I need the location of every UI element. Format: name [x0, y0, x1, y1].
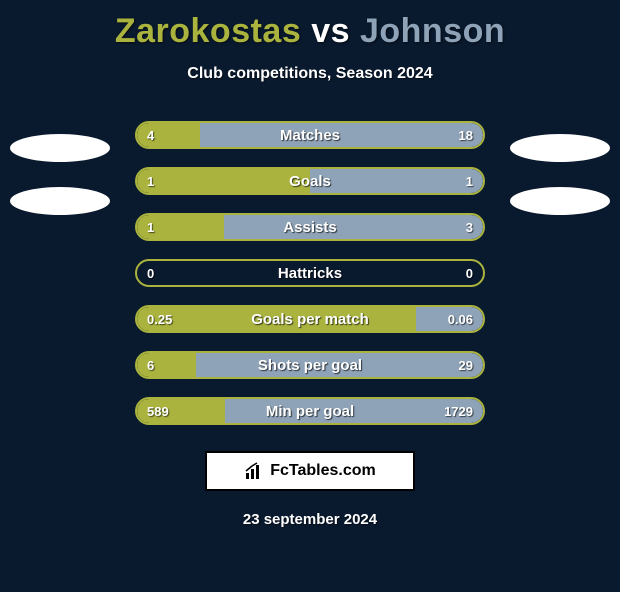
stat-label: Shots per goal [137, 357, 483, 374]
player2-name: Johnson [360, 12, 505, 50]
brand-box: FcTables.com [205, 451, 415, 491]
stat-row: 5891729Min per goal [135, 397, 485, 425]
stat-label: Goals per match [137, 311, 483, 328]
date-label: 23 september 2024 [0, 511, 620, 528]
chart-icon [244, 461, 264, 481]
stat-label: Goals [137, 173, 483, 190]
brand-text: FcTables.com [270, 462, 376, 480]
decorative-oval [510, 134, 610, 162]
stat-label: Min per goal [137, 403, 483, 420]
stat-row: 629Shots per goal [135, 351, 485, 379]
stat-label: Hattricks [137, 265, 483, 282]
stat-label: Matches [137, 127, 483, 144]
player1-name: Zarokostas [115, 12, 301, 50]
decorative-oval [10, 187, 110, 215]
stat-label: Assists [137, 219, 483, 236]
comparison-title: Zarokostas vs Johnson [0, 12, 620, 51]
decorative-oval [510, 187, 610, 215]
stat-row: 13Assists [135, 213, 485, 241]
stat-row: 0.250.06Goals per match [135, 305, 485, 333]
subtitle: Club competitions, Season 2024 [0, 65, 620, 83]
stat-row: 418Matches [135, 121, 485, 149]
stat-rows: 418Matches 11Goals 13Assists 00Hattricks 0.2… [0, 121, 620, 425]
decorative-oval [10, 134, 110, 162]
stat-row: 00Hattricks [135, 259, 485, 287]
vs-label: vs [311, 12, 350, 50]
stat-row: 11Goals [135, 167, 485, 195]
